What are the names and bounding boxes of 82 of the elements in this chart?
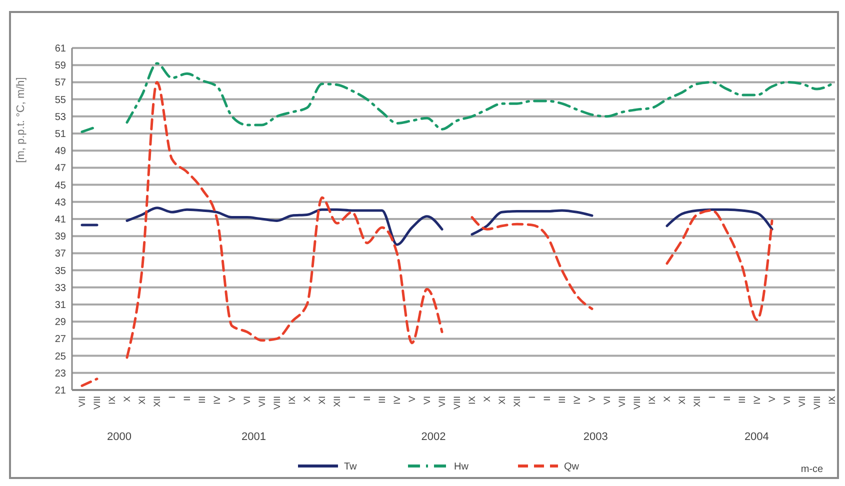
y-tick-label: 35 [54,266,66,277]
x-tick-label: VII [617,396,628,408]
x-tick-label: III [377,396,388,404]
x-tick-label: XI [137,396,148,405]
x-tick-label: V [587,396,598,402]
x-tick-label: IX [287,396,298,405]
x-tick-label: IX [107,396,118,405]
x-tick-label: III [737,396,748,404]
legend-label: Hw [454,462,470,472]
x-tick-label: V [767,396,778,402]
y-tick-label: 37 [54,248,66,260]
x-tick-label: V [407,396,418,402]
y-tick-label: 31 [54,300,66,311]
x-tick-label: XI [497,396,508,405]
y-tick-label: 43 [54,197,66,208]
x2-tick-label: 2003 [583,431,608,443]
x-tick-label: I [347,396,358,399]
x-tick-label: VIII [452,396,462,410]
y-tick-label: 33 [54,282,66,294]
text: m-ce [800,464,824,475]
y-tick-label: 41 [54,214,66,226]
y-axis-title: [m, p.p.t. °C, m/h] [15,77,27,163]
x-tick-label: VIII [812,396,822,410]
y-tick-label: 21 [54,386,66,396]
x-tick-label: VII [437,396,448,408]
x-tick-label: I [167,396,178,399]
x2-tick-label: 2001 [242,431,266,443]
y-tick-label: 45 [54,180,66,192]
y-tick-label: 29 [54,317,66,328]
x-tick-label: IV [572,396,582,405]
x-tick-label: III [557,396,568,404]
y-tick-label: 23 [54,368,66,380]
y-tick-label: 57 [54,78,66,89]
x-tick-label: IX [647,396,658,405]
x-tick-label: VIII [92,396,102,410]
x2-tick-label: 2000 [107,431,132,443]
y-tick-label: 59 [54,60,66,72]
x-tick-label: IX [467,396,478,405]
y-tick-label: 55 [54,94,66,106]
x-tick-label: V [227,396,238,402]
x-tick-label: XII [692,396,702,408]
x-tick-label: X [482,396,492,402]
x-tick-label: XI [317,396,328,405]
x-tick-label: X [662,396,672,402]
x-tick-label: IV [752,396,762,405]
y-tick-label: 53 [54,112,66,123]
x-tick-label: VII [257,396,268,408]
x-tick-label: I [527,396,538,399]
legend-label: Qw [564,462,580,472]
x-tick-label: IV [212,396,222,405]
x-tick-label: II [542,396,552,402]
x-tick-label: X [302,396,312,402]
x-tick-label: II [362,396,372,402]
x-tick-label: XI [677,396,688,405]
y-tick-label: 39 [54,232,66,243]
x2-tick-label: 2002 [421,431,446,443]
legend-label: Tw [344,462,358,472]
x-tick-label: II [722,396,732,402]
y-tick-label: 49 [54,146,66,158]
y-tick-label: 51 [54,129,66,140]
x-tick-label: III [197,396,208,404]
y-tick-label: 47 [54,163,66,174]
x-tick-label: X [122,396,132,402]
x-tick-label: VII [797,396,808,408]
x-tick-label: II [182,396,192,402]
x-tick-label: IV [392,396,402,405]
x-tick-label: VIII [272,396,282,410]
x-tick-label: XII [512,396,522,408]
x-tick-label: VIII [632,396,642,410]
x2-tick-label: 2004 [744,431,769,443]
y-tick-label: 61 [54,44,66,54]
x-tick-label: VI [602,396,612,405]
y-tick-label: 27 [54,334,66,346]
x-tick-label: XII [152,396,162,408]
x-tick-label: I [707,396,718,399]
x-tick-label: VI [242,396,252,405]
x-tick-label: VII [77,396,88,408]
x-tick-label: XII [332,396,342,408]
x-tick-label: IX [827,396,838,405]
x-tick-label: VI [422,396,432,405]
x-tick-label: VI [782,396,792,405]
y-tick-label: 25 [54,351,66,362]
